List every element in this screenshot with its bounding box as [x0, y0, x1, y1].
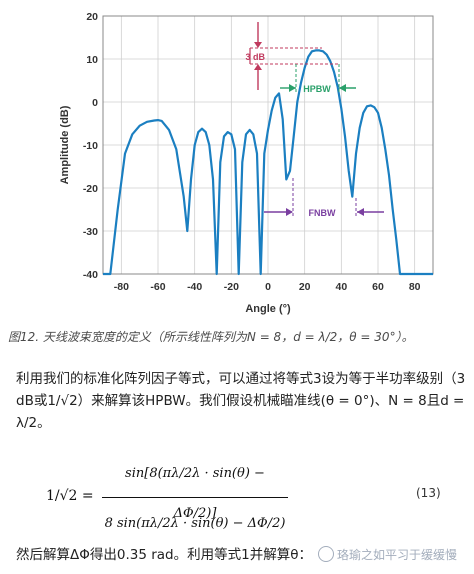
x-tick-label: -20: [224, 281, 239, 293]
chart-grid: [103, 15, 433, 275]
watermark: 珞瑜之如平习于缓缓慢: [318, 546, 458, 563]
equation-13: 1/√2 = sin[8(πλ/2λ · sin(θ) − ΔΦ/2)] 8 s…: [46, 452, 288, 548]
3db-annotation: 3 dB: [245, 22, 338, 90]
fnbw-annotation: FNBW: [264, 178, 384, 218]
y-tick-label: 20: [86, 11, 98, 23]
x-tick-label: 0: [265, 281, 271, 293]
y-tick-label: -20: [83, 183, 98, 195]
body-paragraph: 利用我们的标准化阵列因子等式，可以通过将等式3设为等于半功率级别（3 dB或1/…: [16, 371, 466, 431]
x-tick-label: 40: [335, 281, 347, 293]
x-tick-label: -60: [150, 281, 165, 293]
x-tick-label: 80: [409, 281, 421, 293]
fnbw-label: FNBW: [309, 208, 336, 218]
equation-lhs: 1/√2 =: [46, 488, 94, 504]
y-tick-label: -10: [83, 140, 98, 152]
tick-labels: -80 -60 -40 -20 0 20 40 60 80 20 10 0 -10 -20 -30 -40: [83, 11, 421, 293]
hpbw-label: HPBW: [303, 84, 331, 94]
x-tick-label: -40: [187, 281, 202, 293]
figure-caption: 图12. 天线波束宽度的定义（所示线性阵列为N = 8，d = λ/2，θ = …: [8, 330, 414, 344]
equation-numerator: sin[8(πλ/2λ · sin(θ) − ΔΦ/2)]: [125, 466, 265, 521]
chart: -80 -60 -40 -20 0 20 40 60 80 20 10 0 -10 -20 -30 -40 3…: [59, 11, 434, 315]
fraction-bar: [102, 497, 288, 498]
watermark-icon: [318, 546, 334, 562]
x-tick-label: 60: [372, 281, 384, 293]
x-axis-label: Angle (°): [245, 303, 291, 315]
y-tick-label: -30: [83, 226, 98, 238]
watermark-text: 珞瑜之如平习于缓缓慢: [337, 548, 458, 562]
y-tick-label: 10: [86, 54, 98, 66]
conclusion-line: 然后解算ΔΦ得出0.35 rad。利用等式1并解算θ：: [16, 547, 312, 563]
y-axis-label: Amplitude (dB): [59, 105, 71, 184]
x-tick-label: 20: [299, 281, 311, 293]
plot-frame: [102, 15, 434, 275]
x-tick-label: -80: [114, 281, 129, 293]
equation-denominator: 8 sin(πλ/2λ · sin(θ) − ΔΦ/2): [104, 516, 286, 531]
radiation-pattern-line: [103, 49, 433, 276]
hpbw-annotation: HPBW: [280, 64, 356, 94]
3db-label: 3 dB: [245, 52, 265, 62]
y-tick-label: 0: [92, 97, 98, 109]
equation-number: (13): [416, 486, 441, 500]
y-tick-label: -40: [83, 269, 98, 281]
